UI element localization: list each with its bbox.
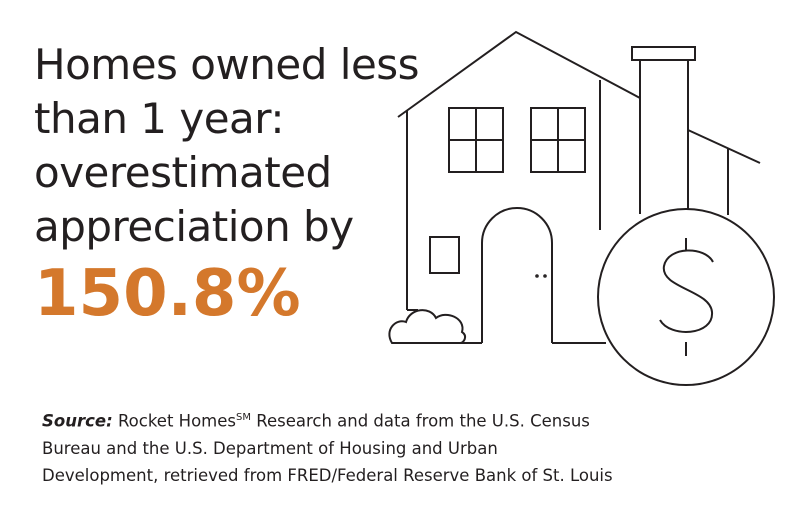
headline-line: appreciation by (34, 202, 354, 251)
headline-line: than 1 year: (34, 94, 284, 143)
source-line: Development, retrieved from FRED/Federal… (42, 465, 613, 485)
statistic: 150.8% (34, 257, 301, 331)
source-text: Research and data from the U.S. Census (256, 411, 590, 431)
service-mark: SM (235, 412, 251, 423)
source-line: Source: Rocket HomesSM Research and data… (42, 404, 613, 435)
headline: Homes owned less than 1 year: overestima… (34, 38, 420, 332)
headline-line: overestimated (34, 148, 332, 197)
source-line: Bureau and the U.S. Department of Housin… (42, 438, 498, 458)
source-label: Source: (42, 411, 113, 431)
source-brand: Rocket Homes (117, 411, 236, 431)
headline-line: Homes owned less (34, 40, 420, 89)
source-note: Source: Rocket HomesSM Research and data… (42, 404, 613, 489)
